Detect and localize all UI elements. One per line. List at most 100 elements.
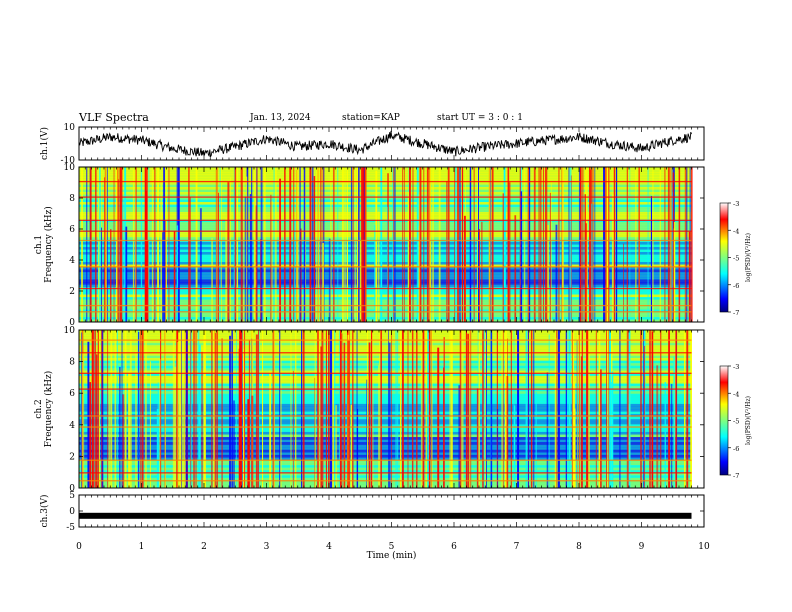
spectrogram-band (79, 234, 692, 238)
spectrogram-streak (251, 167, 253, 322)
spectrogram-streak (664, 167, 666, 322)
spectrogram-band (79, 355, 692, 359)
spectrogram-streak (519, 167, 521, 322)
spectrogram-streak (347, 340, 350, 488)
colorbar-tick-label: -7 (733, 309, 739, 317)
spectrogram-streak (590, 169, 593, 322)
spectrogram-streak (262, 330, 264, 488)
spectrogram-streak (98, 330, 100, 488)
spectrogram-streak (396, 330, 399, 488)
spectrogram-streak (635, 167, 637, 322)
spectrogram-band (79, 309, 692, 313)
spectrogram-band (79, 282, 692, 285)
spectrogram-streak (647, 167, 649, 322)
spectrogram-streak (173, 231, 176, 322)
spectrogram-streak (675, 330, 678, 488)
spectrogram-streak (400, 330, 402, 488)
spectrogram-band (79, 314, 692, 318)
spectrogram-band (79, 214, 692, 218)
spectrogram-band (79, 172, 692, 175)
spectrogram-band (79, 370, 692, 374)
spectrogram-streak (626, 330, 629, 488)
spectrogram-streak (380, 330, 382, 488)
spectrogram-streak (356, 167, 359, 322)
spectrogram-streak (437, 347, 440, 488)
spectrogram-streak (528, 167, 531, 322)
spectrogram-streak (606, 330, 607, 488)
spectrogram-streak (160, 330, 162, 488)
spectrogram-streak (220, 167, 223, 322)
spectrogram-streak (604, 167, 607, 322)
spectrogram-streak (558, 167, 560, 322)
spectrogram-streak (459, 167, 461, 322)
spectrogram-band (79, 194, 692, 198)
spectrogram-streak (508, 182, 511, 322)
spectrogram-streak (686, 167, 688, 322)
spectrogram-streak (300, 228, 302, 322)
spectrogram-streak (233, 400, 235, 488)
spectrogram-line (79, 287, 692, 290)
spectrogram-band (79, 302, 692, 305)
spectrogram-streak (218, 192, 219, 322)
spectrogram-streak (629, 167, 631, 322)
spectrogram-streak (255, 334, 258, 488)
spectrogram-streak (469, 330, 472, 488)
spectrogram-line (79, 196, 692, 198)
spectrogram-streak (114, 330, 117, 488)
spectrogram-streak (525, 330, 528, 488)
spectrogram-streak (643, 345, 646, 488)
spectrogram-streak (461, 330, 463, 488)
spectrogram-streak (626, 167, 628, 322)
spectrogram-streak (427, 330, 429, 488)
spectrogram-streak (464, 215, 466, 322)
spectrogram-streak (147, 239, 149, 322)
spectrogram-streak (255, 205, 257, 322)
spectrogram-streak (548, 334, 550, 488)
colorbar-tick-label: -5 (733, 418, 739, 426)
y-tick-label: 8 (69, 358, 75, 368)
spectrogram-streak (591, 203, 593, 322)
spectrogram-streak (273, 330, 275, 488)
spectrogram-streak (86, 167, 88, 322)
x-tick-label: 7 (514, 542, 520, 552)
spectrogram-streak (338, 330, 340, 488)
spectrogram-streak (305, 167, 307, 322)
spectrogram-streak (542, 167, 545, 322)
spectrogram-streak (316, 167, 318, 322)
spectrogram-streak (485, 330, 487, 488)
spectrogram-streak (292, 370, 294, 488)
spectrogram-streak (578, 167, 581, 322)
spectrogram-streak (538, 167, 540, 322)
spectrogram-band (79, 237, 692, 240)
spectrogram-band (79, 409, 692, 412)
spectrogram-streak (416, 167, 419, 322)
spectrogram-streak (247, 399, 250, 488)
spectrogram-band (79, 174, 692, 178)
spectrogram-streak (116, 167, 118, 322)
spectrogram-streak (412, 167, 414, 322)
spectrogram-streak (600, 369, 602, 488)
spectrogram-streak (95, 354, 98, 488)
spectrogram-streak (598, 330, 601, 488)
spectrogram-streak (290, 330, 292, 488)
spectrogram-streak (159, 359, 161, 488)
spectrogram-streak (667, 167, 670, 322)
spectrogram-streak (615, 167, 618, 322)
spectrogram-streak (352, 330, 354, 488)
spectrogram-streak (162, 232, 164, 322)
spectrogram-band (79, 442, 692, 446)
spectrogram-streak (547, 225, 549, 322)
spectrogram-streak (244, 196, 247, 322)
spectrogram-streak (344, 167, 346, 322)
spectrogram-streak (201, 351, 203, 488)
spectrogram-line (79, 472, 692, 474)
spectrogram-band (79, 482, 692, 486)
spectrogram-streak (611, 371, 614, 488)
spectrogram-streak (556, 330, 558, 488)
spectrogram-band (79, 365, 692, 369)
spectrogram-band (79, 454, 692, 458)
spectrogram-streak (325, 330, 327, 488)
spectrogram-streak (352, 167, 354, 322)
y-tick-label: 6 (69, 225, 75, 235)
